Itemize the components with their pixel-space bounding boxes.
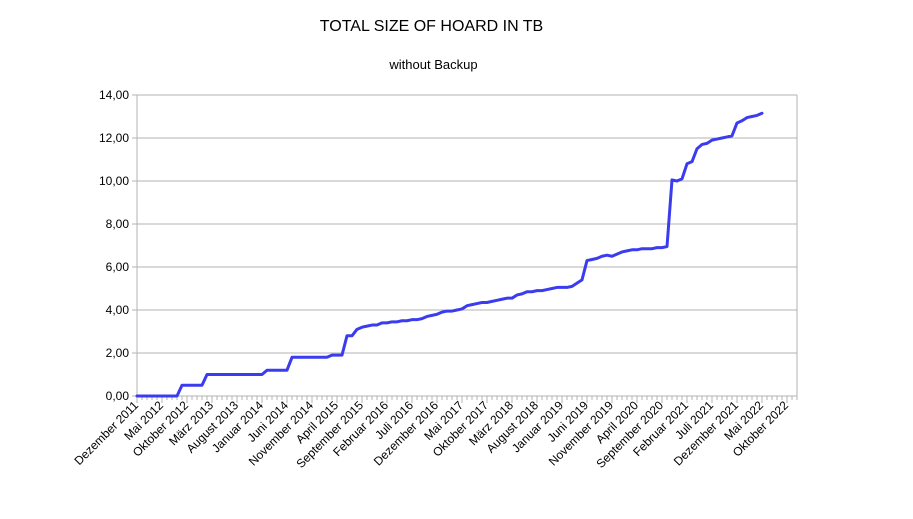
y-tick-label: 10,00 xyxy=(99,174,129,188)
y-tick-label: 6,00 xyxy=(106,260,130,274)
y-tick-label: 14,00 xyxy=(99,88,129,102)
y-tick-label: 4,00 xyxy=(106,303,130,317)
chart-title: TOTAL SIZE OF HOARD IN TB xyxy=(319,18,544,35)
gridlines xyxy=(137,94,797,397)
series-layer xyxy=(135,111,764,398)
y-tick-label: 12,00 xyxy=(99,131,129,145)
series-line xyxy=(135,111,764,398)
y-tick-label: 0,00 xyxy=(106,389,130,403)
axes xyxy=(132,94,798,403)
y-axis-tick-labels: 0,00 2,00 4,00 6,00 8,00 10,00 12,00 14,00 xyxy=(99,88,129,403)
y-tick-label: 2,00 xyxy=(106,346,130,360)
chart-subtitle: without Backup xyxy=(389,57,478,72)
y-tick-label: 8,00 xyxy=(106,217,130,231)
